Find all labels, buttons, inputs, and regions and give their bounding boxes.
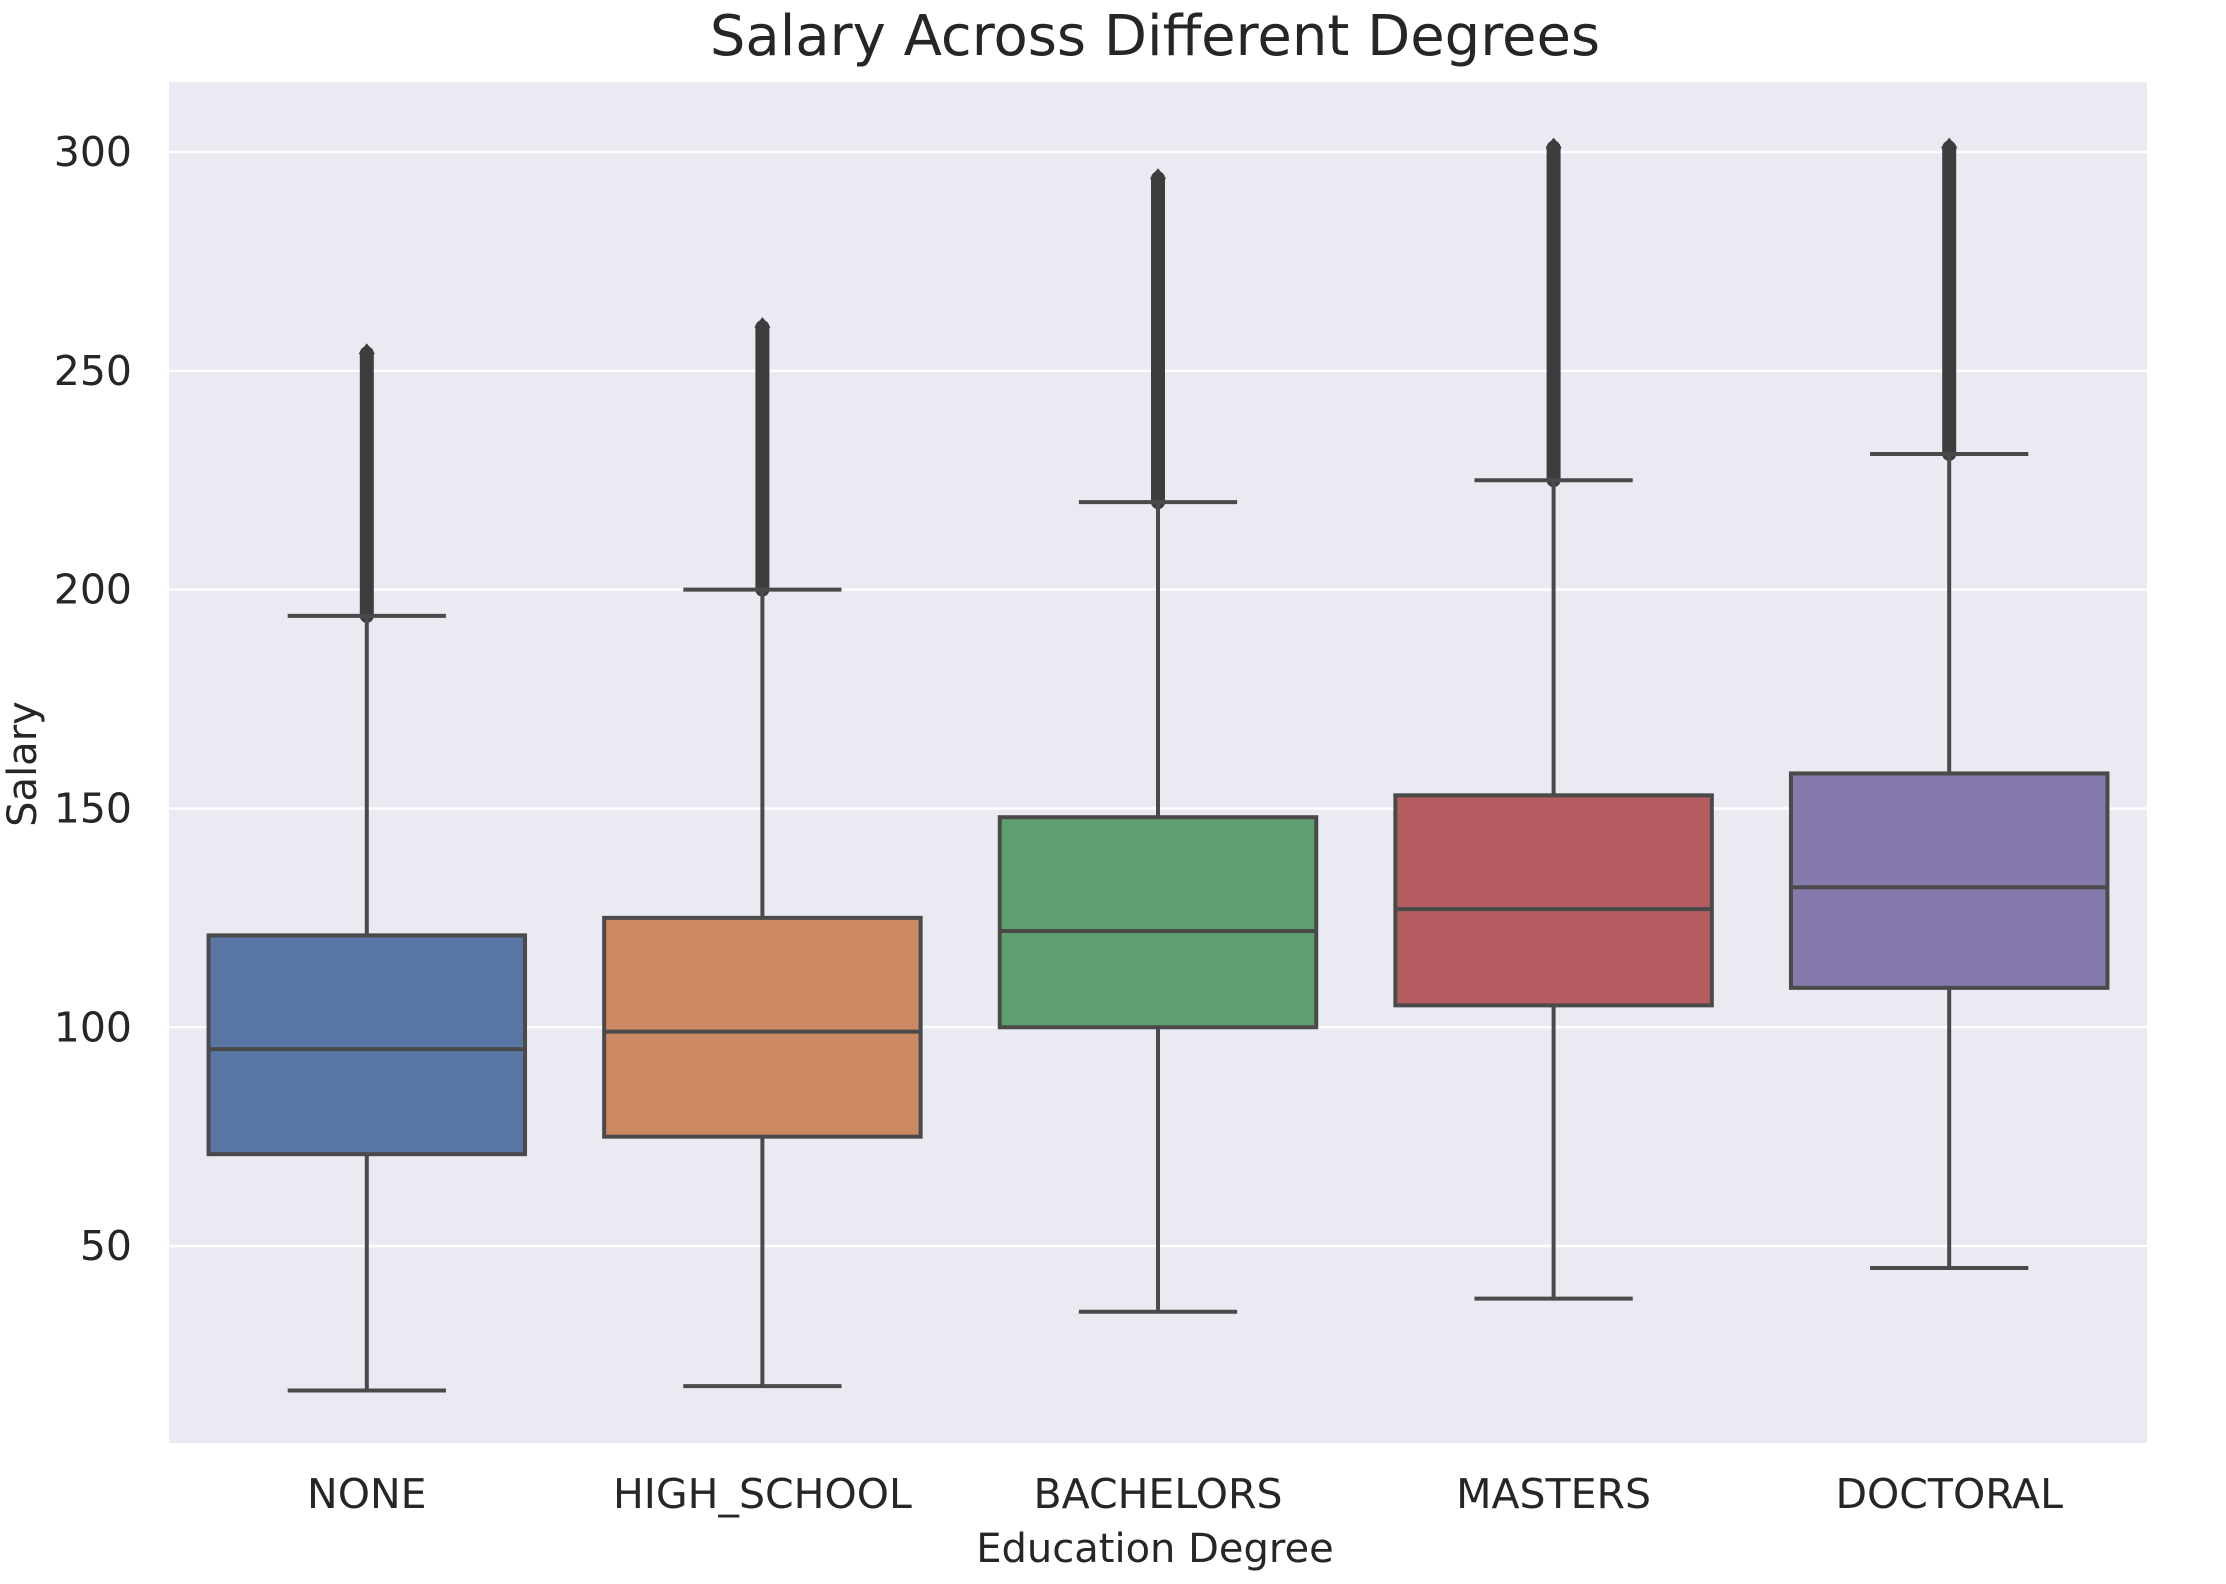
x-tick-label: NONE xyxy=(307,1470,427,1518)
iqr-box xyxy=(1393,793,1714,1008)
y-axis-label: Salary xyxy=(0,701,46,827)
iqr-box xyxy=(206,933,528,1157)
x-axis-label: Education Degree xyxy=(976,1526,1333,1572)
x-tick-label: DOCTORAL xyxy=(1835,1470,2063,1518)
y-tick-label: 300 xyxy=(54,128,132,176)
x-tick-label: BACHELORS xyxy=(1034,1470,1283,1518)
x-tick-label: MASTERS xyxy=(1456,1470,1651,1518)
x-tick-label: HIGH_SCHOOL xyxy=(613,1470,912,1518)
outlier-max-marker xyxy=(1545,137,1562,158)
y-tick-label: 100 xyxy=(54,1003,132,1051)
outlier-max-marker xyxy=(358,343,375,364)
boxes xyxy=(206,137,2110,1393)
y-axis-ticks: 50 100 150 200 250 300 xyxy=(54,128,132,1270)
box-none xyxy=(206,343,528,1393)
outlier-max-marker xyxy=(1150,168,1166,189)
box-doctoral xyxy=(1788,137,2110,1270)
iqr-box xyxy=(1788,771,2110,990)
y-tick-label: 50 xyxy=(80,1222,132,1270)
y-tick-label: 150 xyxy=(54,784,132,832)
box-high_school xyxy=(602,317,923,1389)
box-masters xyxy=(1393,137,1714,1301)
chart-title: Salary Across Different Degrees xyxy=(710,4,1600,69)
iqr-box xyxy=(602,915,923,1139)
y-tick-label: 250 xyxy=(54,347,132,395)
box-bachelors xyxy=(997,168,1319,1314)
x-axis-ticks: NONE HIGH_SCHOOL BACHELORS MASTERS DOCTORAL xyxy=(307,1470,2063,1518)
y-tick-label: 200 xyxy=(54,566,132,614)
outlier-max-marker xyxy=(754,317,771,338)
outlier-max-marker xyxy=(1941,137,1958,158)
iqr-box xyxy=(997,815,1319,1030)
